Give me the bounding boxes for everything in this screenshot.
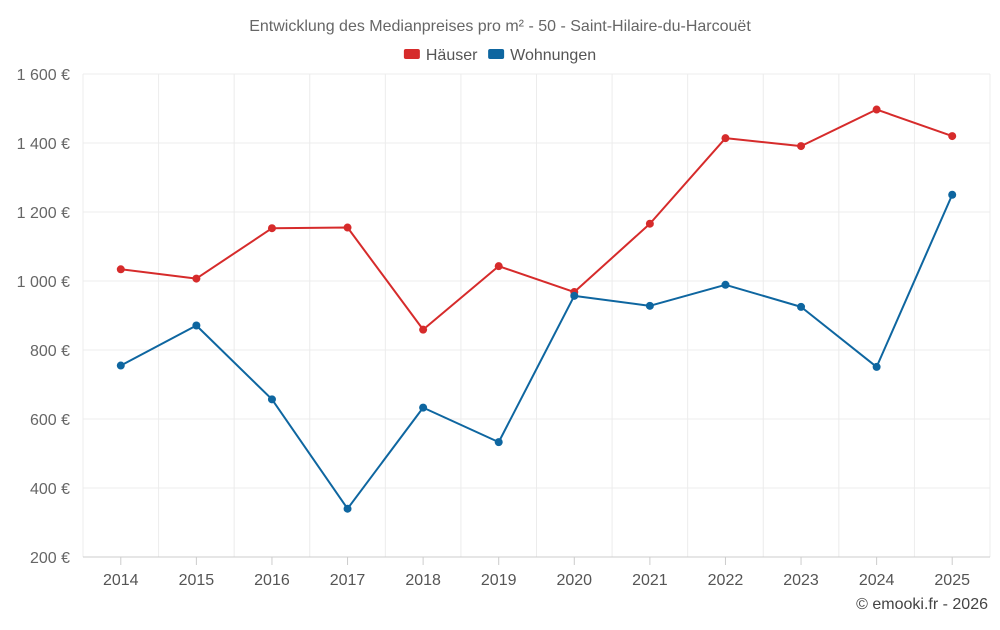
data-point[interactable]: [872, 362, 881, 371]
legend-swatch: [403, 49, 420, 59]
x-tick-label: 2015: [179, 572, 215, 589]
x-tick-label: 2024: [859, 572, 895, 589]
y-tick-label: 200 €: [30, 550, 70, 567]
x-tick-label: 2017: [330, 572, 366, 589]
x-tick-label: 2020: [556, 572, 592, 589]
data-point[interactable]: [948, 132, 957, 141]
legend-label: Häuser: [426, 47, 478, 64]
y-tick-label: 1 600 €: [17, 67, 70, 84]
y-tick-label: 1 000 €: [17, 274, 70, 291]
y-tick-label: 1 200 €: [17, 205, 70, 222]
data-point[interactable]: [343, 223, 352, 232]
data-point[interactable]: [192, 321, 201, 330]
x-tick-label: 2025: [934, 572, 970, 589]
data-point[interactable]: [494, 262, 503, 271]
axes: 200 € 400 € 600 € 800 € 1 000 € 1 200 € 1 400 …: [17, 67, 990, 589]
data-point[interactable]: [343, 504, 352, 513]
x-tick-label: 2016: [254, 572, 290, 589]
y-tick-label: 1 400 €: [17, 136, 70, 153]
x-tick-label: 2022: [708, 572, 744, 589]
credit-text: © emooki.fr - 2026: [856, 596, 988, 613]
legend-item[interactable]: Wohnungen: [488, 47, 596, 64]
legend: Häuser Wohnungen: [403, 47, 596, 64]
legend-item[interactable]: Häuser: [403, 47, 478, 64]
data-point[interactable]: [494, 438, 503, 447]
data-point[interactable]: [948, 190, 957, 199]
data-point[interactable]: [570, 291, 579, 300]
series-häuser: [116, 105, 957, 334]
data-point[interactable]: [116, 361, 125, 370]
data-point[interactable]: [721, 134, 730, 143]
legend-label: Wohnungen: [510, 47, 596, 64]
data-point[interactable]: [645, 301, 654, 310]
y-tick-label: 800 €: [30, 343, 70, 360]
series-wohnungen: [116, 190, 957, 513]
chart-title: Entwicklung des Medianpreises pro m² - 5…: [249, 18, 751, 35]
data-point[interactable]: [797, 302, 806, 311]
data-point[interactable]: [721, 280, 730, 289]
data-point[interactable]: [419, 403, 428, 412]
legend-swatch: [488, 49, 505, 59]
data-point[interactable]: [872, 105, 881, 114]
data-point[interactable]: [116, 265, 125, 274]
gridlines: [82, 73, 991, 558]
x-tick-label: 2019: [481, 572, 517, 589]
data-point[interactable]: [192, 274, 201, 283]
data-point[interactable]: [267, 395, 276, 404]
series-line: [120, 108, 953, 331]
x-tick-label: 2023: [783, 572, 819, 589]
x-tick-label: 2014: [103, 572, 139, 589]
y-tick-label: 400 €: [30, 481, 70, 498]
x-tick-label: 2021: [632, 572, 668, 589]
y-tick-label: 600 €: [30, 412, 70, 429]
series-layer: [116, 105, 957, 513]
data-point[interactable]: [267, 224, 276, 233]
data-point[interactable]: [797, 142, 806, 151]
series-line: [120, 194, 954, 510]
data-point[interactable]: [419, 325, 428, 334]
data-point[interactable]: [645, 219, 654, 228]
x-tick-label: 2018: [405, 572, 441, 589]
